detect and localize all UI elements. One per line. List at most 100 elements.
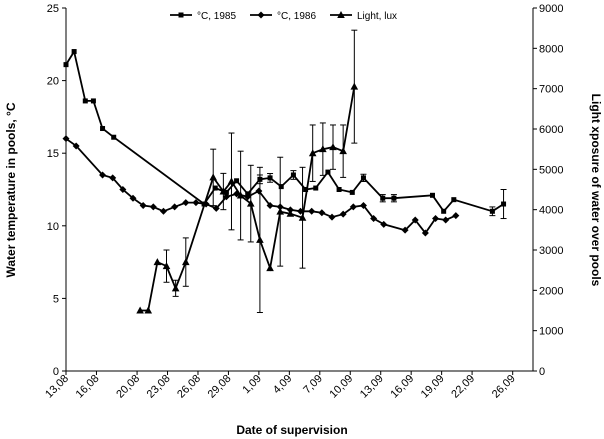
data-point — [100, 126, 106, 132]
data-point — [266, 201, 274, 209]
data-point — [223, 189, 229, 195]
axes — [65, 8, 534, 372]
data-point — [129, 194, 137, 202]
data-point — [501, 201, 507, 207]
data-point — [219, 187, 228, 195]
right-y-tick-label: 9000 — [539, 3, 563, 15]
left-y-tick-label: 20 — [47, 76, 59, 88]
data-point — [236, 191, 245, 199]
right-y-tick-label: 7000 — [539, 84, 563, 96]
legend-label: °C, 1985 — [197, 11, 236, 22]
data-point — [111, 134, 117, 140]
data-point — [192, 199, 200, 207]
data-point — [380, 220, 388, 228]
legend-label: °C, 1986 — [277, 11, 316, 22]
series-layer — [62, 29, 507, 314]
x-tick-label: 10,09 — [327, 373, 355, 401]
series-line — [65, 137, 457, 235]
x-tick-label: 16,08 — [74, 373, 102, 401]
data-point — [119, 186, 127, 193]
x-tick-label: 4,09 — [271, 373, 295, 397]
x-tick-label: 16,09 — [388, 373, 416, 401]
data-point — [246, 199, 255, 207]
data-point — [370, 215, 378, 223]
data-point — [181, 258, 190, 266]
x-tick-label: 20,08 — [114, 373, 142, 401]
data-point — [308, 149, 317, 157]
right-y-tick-label: 6000 — [539, 124, 563, 136]
right-y-tick-label: 4000 — [539, 205, 563, 217]
right-y-tick-label: 1000 — [539, 326, 563, 338]
data-point — [429, 192, 435, 198]
legend-marker — [257, 11, 265, 19]
data-point — [452, 212, 460, 220]
data-point — [267, 175, 273, 181]
data-point — [350, 82, 359, 90]
data-point — [212, 204, 220, 212]
series-diamond — [62, 135, 460, 237]
data-point — [99, 171, 107, 179]
data-point — [278, 184, 284, 190]
data-point — [380, 195, 386, 201]
data-point — [303, 187, 309, 192]
data-point — [159, 207, 167, 215]
data-point — [139, 201, 147, 209]
legend-marker — [178, 12, 184, 18]
data-point — [298, 213, 307, 221]
right-y-tick-label: 0 — [539, 366, 545, 378]
left-y-tick-label: 5 — [53, 293, 59, 305]
data-point — [62, 135, 70, 143]
data-point — [212, 185, 218, 191]
data-point — [359, 201, 367, 209]
legend: °C, 1985 °C, 1986 Light, lux — [170, 11, 397, 22]
data-point — [432, 215, 440, 223]
data-point — [442, 216, 450, 224]
data-point — [171, 203, 179, 211]
data-point — [255, 187, 263, 195]
x-tick-label: 29,08 — [206, 373, 234, 401]
data-point — [71, 49, 77, 55]
x-tick-label: 23,08 — [145, 373, 173, 401]
data-point — [325, 169, 331, 175]
data-point — [349, 189, 355, 195]
right-y-axis-ticks: 0 1000 2000 3000 4000 5000 6000 7000 8000 9000 — [533, 3, 563, 378]
series-triangle — [136, 29, 359, 314]
x-tick-label: 26,08 — [175, 373, 203, 401]
data-point — [328, 213, 336, 221]
data-point — [153, 258, 162, 266]
data-point — [401, 226, 409, 234]
data-point — [276, 207, 285, 215]
data-point — [234, 178, 240, 184]
data-point — [90, 98, 96, 104]
data-point — [244, 193, 252, 201]
right-y-tick-label: 2000 — [539, 285, 563, 297]
data-point — [290, 172, 296, 178]
data-point — [256, 235, 264, 243]
left-y-tick-label: 10 — [47, 221, 59, 233]
x-tick-label: 13,09 — [358, 373, 386, 401]
data-point — [222, 193, 230, 201]
right-y-axis-title: Light xposure of water over pools — [589, 94, 603, 287]
data-point — [136, 306, 144, 314]
left-y-tick-label: 15 — [47, 148, 59, 160]
data-point — [489, 208, 495, 214]
left-y-axis-ticks: 0 5 10 15 20 25 — [47, 3, 66, 378]
data-point — [209, 173, 218, 181]
data-point — [227, 177, 236, 185]
data-point — [319, 145, 327, 153]
right-y-tick-label: 5000 — [539, 164, 563, 176]
right-y-tick-label: 3000 — [539, 245, 563, 257]
data-point — [109, 174, 117, 182]
legend-label: Light, lux — [357, 11, 397, 22]
data-point — [144, 306, 153, 314]
data-point — [162, 262, 171, 270]
data-point — [171, 284, 180, 292]
data-point — [441, 208, 447, 214]
x-tick-label: 7,09 — [301, 373, 325, 397]
x-tick-label: 22,09 — [449, 373, 477, 401]
data-point — [72, 142, 80, 150]
series-square — [63, 49, 507, 220]
left-y-tick-label: 25 — [47, 3, 59, 15]
data-point — [421, 229, 429, 237]
